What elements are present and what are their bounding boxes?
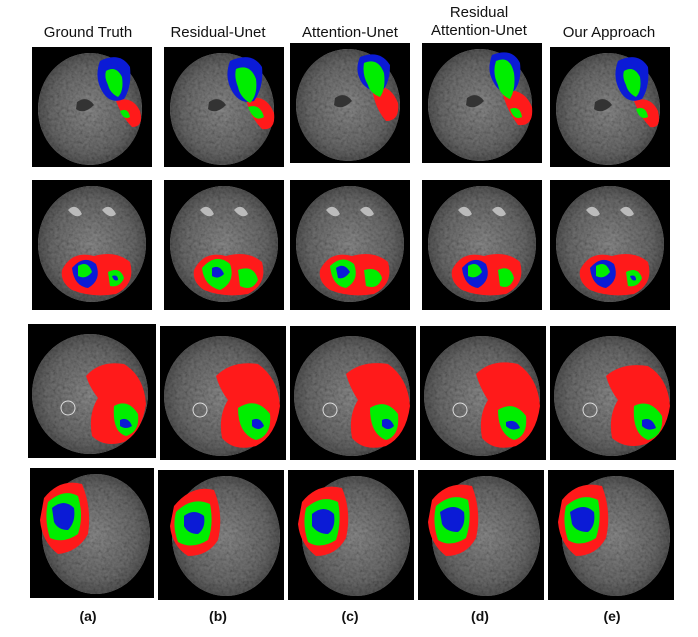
mri-panel-row2-residual-attention-unet	[422, 180, 542, 310]
sub-label-d: (d)	[471, 608, 489, 624]
mri-panel-row4-our-approach	[548, 470, 674, 600]
column-title-residual-unet: Residual-Unet	[170, 24, 266, 41]
mri-panel-row2-our-approach	[550, 180, 670, 310]
mri-panel-row4-ground-truth	[30, 468, 154, 598]
column-title-our-approach: Our Approach	[562, 24, 656, 41]
mri-panel-row4-residual-attention-unet	[418, 470, 544, 600]
mri-panel-row2-ground-truth	[32, 180, 152, 310]
mri-panel-row1-residual-unet	[164, 47, 284, 167]
mri-panel-row1-attention-unet	[290, 43, 410, 163]
sub-label-c: (c)	[341, 608, 359, 624]
mri-panel-row1-residual-attention-unet	[422, 43, 542, 163]
mri-panel-row1-ground-truth	[32, 47, 152, 167]
mri-panel-row2-residual-unet	[164, 180, 284, 310]
mri-panel-row3-our-approach	[550, 326, 676, 460]
mri-panel-row4-residual-unet	[158, 470, 284, 600]
mri-panel-row3-residual-attention-unet	[420, 326, 546, 460]
column-title-residual-attention-unet: Residual Attention-Unet	[413, 4, 545, 40]
sub-label-b: (b)	[209, 608, 227, 624]
mri-panel-row4-attention-unet	[288, 470, 414, 600]
mri-panel-row3-residual-unet	[160, 326, 286, 460]
mri-panel-row3-ground-truth	[28, 324, 156, 458]
mri-panel-row2-attention-unet	[290, 180, 410, 310]
sub-label-e: (e)	[603, 608, 621, 624]
column-title-line2: Attention-Unet	[431, 22, 527, 39]
column-title-attention-unet: Attention-Unet	[302, 24, 398, 41]
mri-panel-row1-our-approach	[550, 47, 670, 167]
column-title-line1: Residual	[449, 4, 509, 21]
mri-panel-row3-attention-unet	[290, 326, 416, 460]
column-title-ground-truth: Ground Truth	[43, 24, 133, 41]
sub-label-a: (a)	[79, 608, 97, 624]
